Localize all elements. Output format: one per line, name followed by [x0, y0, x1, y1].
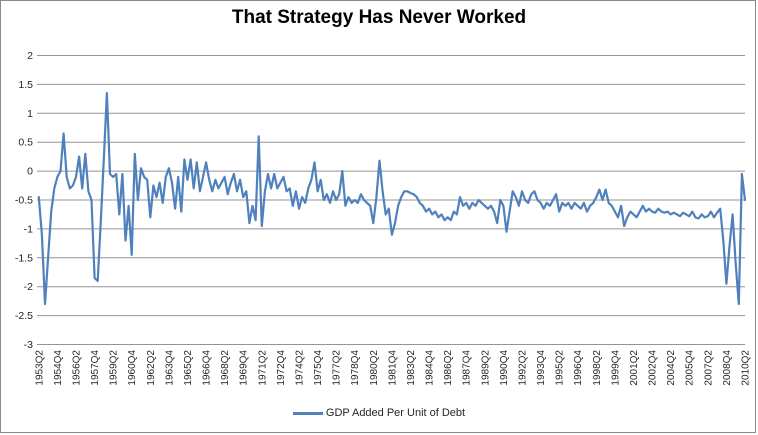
x-tick-label: 1968Q2: [220, 350, 231, 386]
y-tick-label: -3: [24, 339, 33, 351]
legend: GDP Added Per Unit of Debt: [0, 403, 758, 423]
y-tick-label: -0.5: [15, 195, 33, 207]
x-tick-label: 1971Q2: [257, 350, 268, 386]
x-tick-label: 1956Q2: [71, 350, 82, 386]
y-tick-label: -1.5: [15, 252, 33, 264]
x-tick-label: 1974Q2: [294, 350, 305, 386]
y-tick-label: 0.5: [18, 137, 33, 149]
x-tick-label: 1965Q2: [183, 350, 194, 386]
y-tick-label: -1: [24, 223, 33, 235]
x-tick-label: 1993Q4: [536, 350, 547, 386]
x-tick-label: 1963Q4: [164, 350, 175, 386]
gdp-series-line: [37, 91, 747, 306]
x-tick-label: 1972Q4: [276, 350, 287, 386]
x-tick-label: 1996Q4: [573, 350, 584, 386]
x-tick-label: 1957Q4: [90, 350, 101, 386]
chart-title: That Strategy Has Never Worked: [231, 7, 527, 28]
y-tick-label: 1: [27, 108, 33, 120]
x-tick-label: 1981Q4: [387, 350, 398, 386]
x-tick-label: 1990Q4: [499, 350, 510, 386]
x-tick-label: 1995Q2: [555, 350, 566, 386]
x-tick-label: 1960Q4: [127, 350, 138, 386]
x-tick-label: 1959Q2: [109, 350, 120, 386]
legend-series-label: GDP Added Per Unit of Debt: [325, 407, 466, 419]
x-tick-label: 1987Q4: [462, 350, 473, 386]
x-tick-label: 1989Q2: [480, 350, 491, 386]
x-tick-label: 1962Q2: [146, 350, 157, 386]
y-tick-label: -2: [24, 281, 33, 293]
x-tick-label: 1983Q2: [406, 350, 417, 386]
x-tick-label: 2010Q2: [741, 350, 752, 386]
y-tick-label: -2.5: [15, 310, 33, 322]
legend-line-swatch: [292, 411, 323, 415]
x-tick-label: 1953Q2: [34, 350, 45, 386]
y-tick-label: 1.5: [18, 79, 33, 91]
x-tick-label: 2004Q2: [666, 350, 677, 386]
x-tick-label: 1977Q2: [332, 350, 343, 386]
x-tick-label: 1980Q2: [369, 350, 380, 386]
x-tick-label: 2007Q2: [703, 350, 714, 386]
x-tick-label: 2008Q4: [722, 350, 733, 386]
x-tick-label: 1998Q2: [592, 350, 603, 386]
y-tick-label: 2: [27, 50, 33, 62]
x-tick-label: 1975Q4: [313, 350, 324, 386]
x-tick-label: 1992Q2: [517, 350, 528, 386]
x-tick-label: 2001Q2: [629, 350, 640, 386]
x-tick-label: 1984Q4: [425, 350, 436, 386]
x-tick-label: 2002Q4: [648, 350, 659, 386]
y-tick-label: 0: [27, 166, 33, 178]
x-tick-label: 1978Q4: [350, 350, 361, 386]
x-tick-label: 1999Q4: [610, 350, 621, 386]
x-tick-label: 1966Q4: [202, 350, 213, 386]
x-tick-label: 1954Q4: [53, 350, 64, 386]
x-tick-label: 1969Q4: [239, 350, 250, 386]
x-tick-label: 1986Q2: [443, 350, 454, 386]
x-tick-label: 2005Q4: [685, 350, 696, 386]
